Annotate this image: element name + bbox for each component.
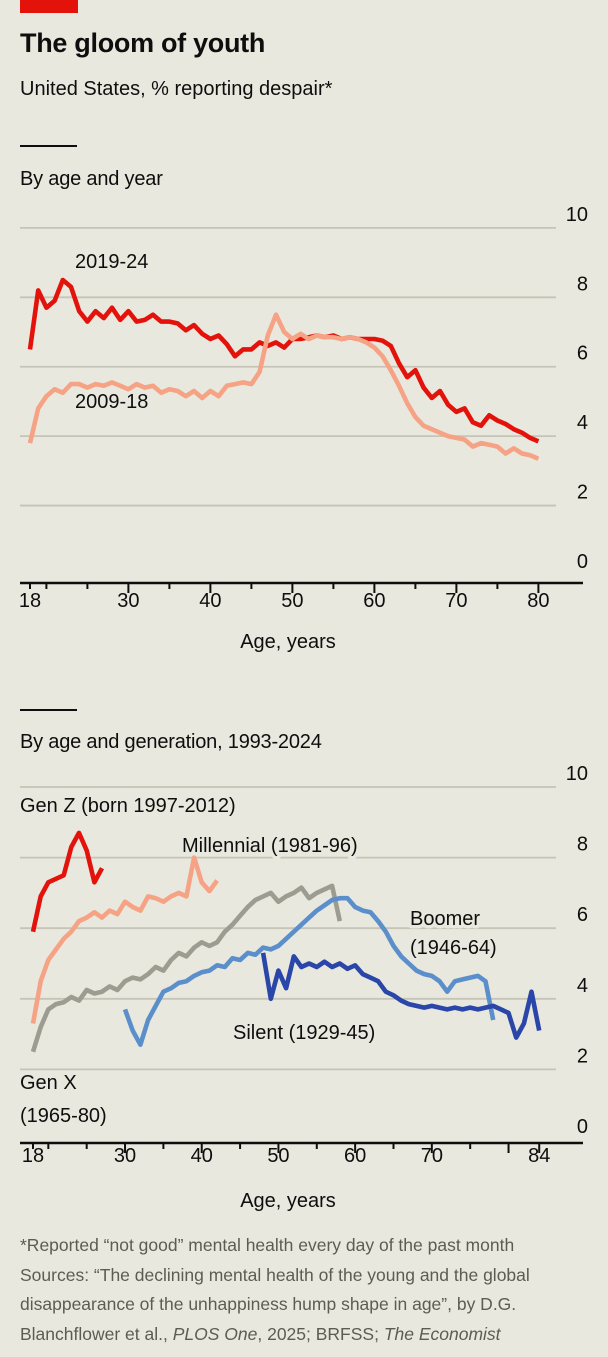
x-axis-tick-label: 18 [19,590,41,612]
series-label: Gen Z (born 1997-2012) [20,795,236,817]
y-axis-tick-label: 10 [566,204,588,226]
series-label: Silent (1929-45) [233,1022,375,1044]
x-axis-tick-label: 70 [421,1145,443,1167]
footnote: *Reported “not good” mental health every… [20,1231,598,1349]
y-axis-tick-label: 8 [577,834,588,856]
series-label: Boomer [410,908,480,930]
footnote-source-italic: The Economist [383,1323,501,1344]
panel-1-label: By age and year [20,168,163,190]
footnote-text: Sources: “The declining mental health of… [20,1264,530,1285]
section-divider [20,709,77,711]
x-axis-title: Age, years [240,1190,336,1212]
footnote-text: *Reported “not good” mental health every… [20,1235,515,1255]
x-axis-tick-label: 50 [267,1145,289,1167]
footnote-line: Sources: “The declining mental health of… [20,1261,598,1291]
footnote-text: disappearance of the unhappiness hump sh… [20,1294,517,1314]
series-label: Millennial (1981-96) [182,835,358,857]
y-axis-tick-label: 2 [577,1045,588,1067]
series-label: 2009-18 [75,391,148,413]
panel-2-label: By age and generation, 1993-2024 [20,731,322,753]
footnote-line: disappearance of the unhappiness hump sh… [20,1290,598,1320]
series-label: (1965-80) [20,1105,107,1127]
x-axis-tick-label: 84 [528,1145,550,1167]
x-axis-tick-label: 18 [22,1145,44,1167]
series-line-2009-18 [27,312,540,461]
x-axis-tick-label: 30 [114,1145,136,1167]
x-axis-tick-label: 70 [445,590,467,612]
x-axis-tick-label: 60 [344,1145,366,1167]
age-year-line-chart: 0 2 4 6 8 10 18 30 40 50 60 70 80 Age, years 2019-24 20… [19,204,588,653]
y-axis-tick-label: 8 [577,273,588,295]
series-label: 2019-24 [75,251,148,273]
y-axis-tick-label: 10 [566,763,588,785]
y-axis-tick-label: 2 [577,482,588,504]
section-divider [20,145,77,147]
series-line-gen-x-1965-80- [30,883,343,1053]
footnote-line: Blanchflower et al., PLOS One, 2025; BRF… [20,1320,598,1350]
footnote-text: Blanchflower et al., [20,1323,173,1344]
y-axis-tick-label: 6 [577,904,588,926]
footnote-text: , 2025; BRFSS; [257,1323,384,1344]
series-line-boomer-1946-64- [122,895,496,1048]
series-line-2019-24 [27,277,540,444]
footnote-source-italic: PLOS One [172,1323,258,1344]
x-axis-tick-label: 80 [527,590,549,612]
y-axis-tick-label: 0 [577,551,588,573]
x-axis-tick-label: 30 [117,590,139,612]
series-line-gen-z-born-1997-2012- [30,830,105,933]
x-axis-tick-label: 50 [281,590,303,612]
series-label: (1946-64) [410,937,497,959]
y-axis-tick-label: 4 [577,975,588,997]
footnote-line: *Reported “not good” mental health every… [20,1231,598,1261]
age-generation-line-chart: 0 2 4 6 8 10 18 30 40 50 60 70 84 Age, years Gen Z (bo… [17,763,589,1212]
series-line-silent-1929-45- [260,952,542,1040]
x-axis-title: Age, years [240,631,336,653]
series-line-millennial-1981-96- [30,855,219,1024]
chart-subtitle: United States, % reporting despair* [20,78,333,100]
x-axis-tick-label: 40 [199,590,221,612]
y-axis-tick-label: 0 [577,1116,588,1138]
x-axis-tick-label: 40 [191,1145,213,1167]
brand-red-tag [20,0,78,13]
chart-title: The gloom of youth [20,28,266,58]
series-label: Gen X [20,1072,77,1094]
y-axis-tick-label: 4 [577,412,588,434]
y-axis-tick-label: 6 [577,343,588,365]
x-axis-tick-label: 60 [363,590,385,612]
